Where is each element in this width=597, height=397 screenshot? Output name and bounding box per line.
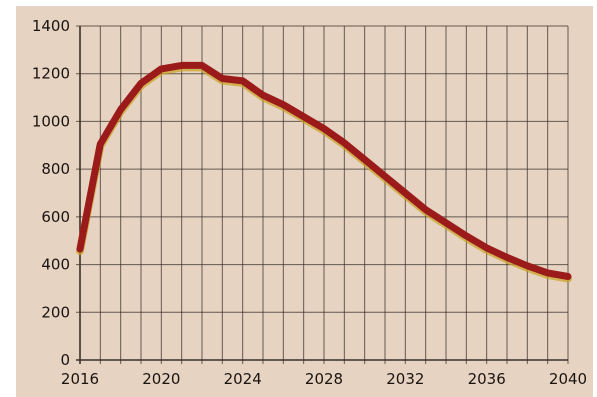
data-point — [423, 207, 428, 212]
data-point — [505, 255, 510, 260]
data-point — [566, 274, 571, 279]
data-point — [98, 142, 103, 147]
x-tick-label: 2032 — [386, 370, 424, 388]
grid — [76, 25, 569, 364]
data-point — [78, 247, 83, 252]
data-point — [220, 76, 225, 81]
axes — [76, 26, 568, 364]
y-tick-label: 200 — [41, 303, 70, 321]
y-tick-label: 600 — [41, 208, 70, 226]
series-line — [76, 61, 572, 280]
data-point — [179, 63, 184, 68]
data-point — [281, 102, 286, 107]
y-tick-label: 800 — [41, 160, 70, 178]
x-tick-label: 2016 — [61, 370, 99, 388]
y-tick-label: 1400 — [32, 17, 70, 35]
data-point — [240, 78, 245, 83]
data-point — [464, 233, 469, 238]
data-point — [261, 93, 266, 98]
line-chart: 0 200 400 600 800 1000 1200 1400 2016 2020 2024 202… — [32, 17, 587, 388]
data-point — [200, 63, 205, 68]
data-point — [322, 126, 327, 131]
y-tick-label: 1000 — [32, 112, 70, 130]
data-point — [301, 114, 306, 119]
data-point — [484, 245, 489, 250]
x-tick-label: 2024 — [224, 370, 262, 388]
data-point — [118, 107, 123, 112]
y-tick-label: 1200 — [32, 65, 70, 83]
y-tick-label: 0 — [60, 351, 70, 369]
data-point — [159, 66, 164, 71]
data-point — [403, 191, 408, 196]
chart-panel: 0 200 400 600 800 1000 1200 1400 2016 2020 2024 202… — [16, 6, 593, 397]
series-layer — [76, 61, 572, 283]
data-point — [525, 263, 530, 268]
tick-labels: 0 200 400 600 800 1000 1200 1400 2016 2020 2024 202… — [32, 17, 587, 388]
x-tick-label: 2020 — [142, 370, 180, 388]
data-point — [383, 174, 388, 179]
data-point — [362, 157, 367, 162]
x-tick-label: 2040 — [549, 370, 587, 388]
data-point — [444, 220, 449, 225]
data-point — [139, 81, 144, 86]
y-tick-label: 400 — [41, 256, 70, 274]
data-point — [342, 140, 347, 145]
x-tick-label: 2028 — [305, 370, 343, 388]
data-point — [545, 270, 550, 275]
x-tick-label: 2036 — [468, 370, 506, 388]
